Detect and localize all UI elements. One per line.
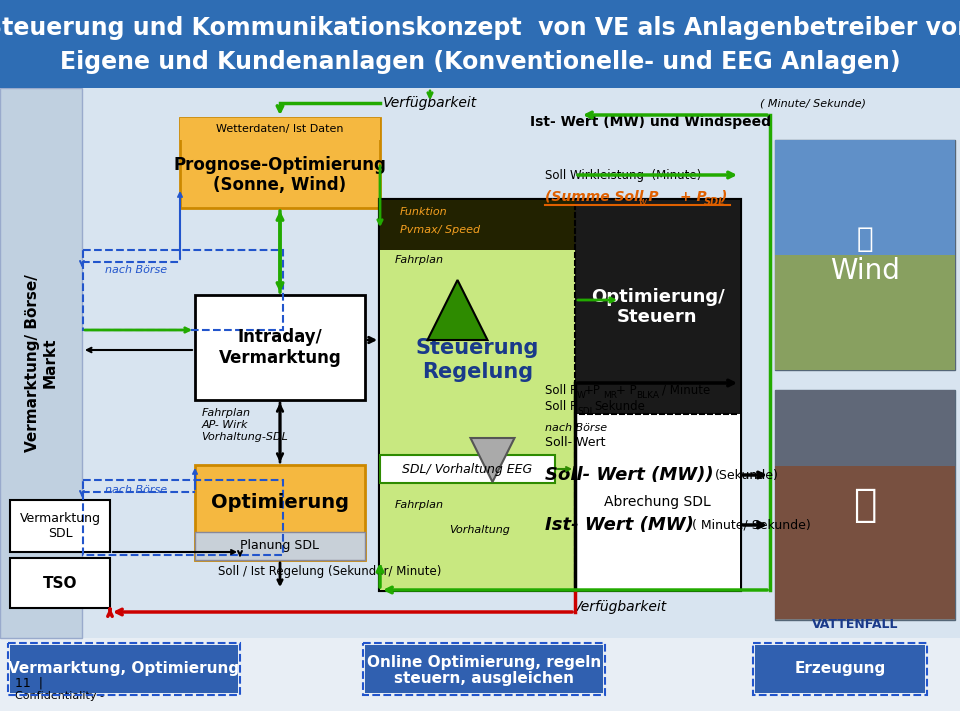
Bar [775,140,955,255]
Text: Vermarktung/ Börse/
Markt: Vermarktung/ Börse/ Markt [25,274,58,452]
Text: Pvmax/ Speed: Pvmax/ Speed [400,225,480,235]
Bar [380,200,740,590]
Text: Online Optimierung, regeln: Online Optimierung, regeln [367,656,601,670]
Text: Fahrplan: Fahrplan [395,500,444,510]
Text: nach Börse: nach Börse [545,423,607,433]
Text: 🏭: 🏭 [853,486,876,524]
Text: BLKA: BLKA [636,390,659,400]
Bar [82,88,960,638]
Text: Confidentiality -: Confidentiality - [15,691,104,701]
Bar [775,140,955,370]
Bar [0,638,960,711]
Text: Fahrplan: Fahrplan [395,255,444,265]
Text: ): ) [720,190,727,204]
Text: Planung SDL: Planung SDL [241,540,320,552]
Text: Fahrplan
AP- Wirk
Vorhaltung-SDL: Fahrplan AP- Wirk Vorhaltung-SDL [202,408,288,442]
Text: Optimierung: Optimierung [211,493,349,512]
Text: + P: + P [680,190,707,204]
Text: + P: + P [616,383,636,397]
Text: Steuerung
Regelung: Steuerung Regelung [416,338,540,382]
Text: Erzeugung: Erzeugung [794,661,886,676]
Text: Intraday/
Vermarktung: Intraday/ Vermarktung [219,328,342,367]
Bar [775,466,955,619]
Text: Steuerung und Kommunikationskonzept  von VE als Anlagenbetreiber von: Steuerung und Kommunikationskonzept von … [0,16,960,40]
Text: Prognose-Optimierung
(Sonne, Wind): Prognose-Optimierung (Sonne, Wind) [174,156,387,194]
Text: Eigene und Kundenanlagen (Konventionelle- und EEG Anlagen): Eigene und Kundenanlagen (Konventionelle… [60,50,900,74]
Text: Optimierung/
Steuern: Optimierung/ Steuern [590,288,725,326]
Text: ( Minute/ Sekunde): ( Minute/ Sekunde) [692,518,811,532]
Bar [380,455,555,483]
Text: Soll Wirkleistung  (Minute): Soll Wirkleistung (Minute) [545,169,701,181]
Text: Vermarktung, Optimierung: Vermarktung, Optimierung [9,661,240,676]
Text: Verfügbarkeit: Verfügbarkeit [573,600,667,614]
Text: w: w [638,197,646,207]
Bar [775,390,955,620]
Text: Wetterdaten/ Ist Daten: Wetterdaten/ Ist Daten [216,124,344,134]
Bar [83,250,283,330]
Bar [180,118,380,140]
Text: Soll- Wert (MW)): Soll- Wert (MW)) [545,466,713,484]
Text: ( Minute/ Sekunde): ( Minute/ Sekunde) [760,98,866,108]
Text: Soll- Wert: Soll- Wert [545,437,606,449]
Text: Soll / Ist Regelung (Sekundär/ Minute): Soll / Ist Regelung (Sekundär/ Minute) [218,565,442,579]
Bar [10,558,110,608]
Text: nach Börse: nach Börse [105,265,167,275]
Bar [180,118,380,208]
Bar [380,200,575,250]
Text: TSO: TSO [43,575,77,591]
Bar [380,200,575,590]
Bar [753,643,927,695]
Text: Soll P: Soll P [545,400,577,414]
Bar [8,643,240,695]
Text: Vorhaltung: Vorhaltung [449,525,511,535]
Text: Vermarktung
SDL: Vermarktung SDL [19,512,101,540]
Text: steuern, ausgleichen: steuern, ausgleichen [394,671,574,687]
Text: Ist- Wert (MW): Ist- Wert (MW) [545,516,694,534]
Bar [775,390,955,466]
Text: VATTENFALL: VATTENFALL [812,619,899,631]
Text: MR: MR [603,390,617,400]
Bar [575,414,740,590]
Text: 🌬
Wind: 🌬 Wind [830,225,900,285]
Bar [10,645,238,693]
Bar [775,255,955,370]
Bar [195,295,365,400]
Text: Verfügbarkeit: Verfügbarkeit [383,96,477,110]
Text: nach Börse: nach Börse [105,485,167,495]
Text: Ist- Wert (MW) und Windspeed: Ist- Wert (MW) und Windspeed [530,115,771,129]
Text: W: W [577,390,586,400]
Bar [755,645,925,693]
Bar [363,643,605,695]
Bar [83,480,283,555]
Bar [0,0,960,88]
Text: Abrechung SDL: Abrechung SDL [604,495,710,509]
Text: SDL: SDL [577,407,594,417]
Text: Funktion: Funktion [400,207,447,217]
Bar [0,88,82,638]
Text: (Summe Soll P: (Summe Soll P [545,190,659,204]
Text: SDL/ Vorhaltung EEG: SDL/ Vorhaltung EEG [402,462,533,476]
Text: Sekunde: Sekunde [594,400,645,414]
Text: 11  |: 11 | [15,676,43,690]
Polygon shape [427,280,488,340]
Bar [365,645,603,693]
Polygon shape [470,438,515,482]
Bar [195,532,365,560]
Text: +P: +P [584,383,601,397]
Bar [195,465,365,560]
Text: / Minute: / Minute [662,383,710,397]
Text: (Sekunde): (Sekunde) [715,469,779,481]
Bar [575,200,740,414]
Text: Soll P: Soll P [545,383,577,397]
Text: SDL: SDL [704,197,726,207]
Bar [10,500,110,552]
